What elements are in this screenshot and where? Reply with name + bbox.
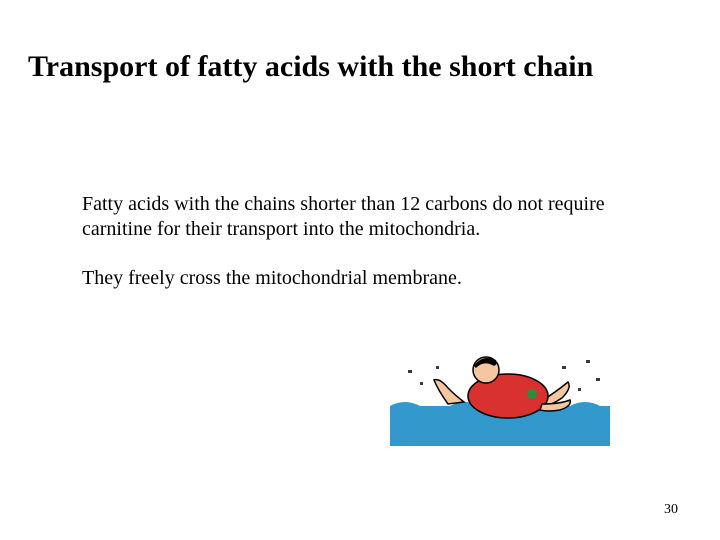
suit-accent-dot [527, 389, 537, 399]
swimmer-arm-left [434, 380, 464, 404]
body-paragraph-1: Fatty acids with the chains shorter than… [82, 192, 648, 242]
slide: Transport of fatty acids with the short … [0, 0, 720, 540]
page-number: 30 [664, 502, 678, 518]
slide-title: Transport of fatty acids with the short … [28, 50, 692, 85]
swimmer-illustration [390, 316, 610, 446]
body-paragraph-2: They freely cross the mitochondrial memb… [82, 266, 648, 291]
swimmer-icon [390, 316, 610, 446]
